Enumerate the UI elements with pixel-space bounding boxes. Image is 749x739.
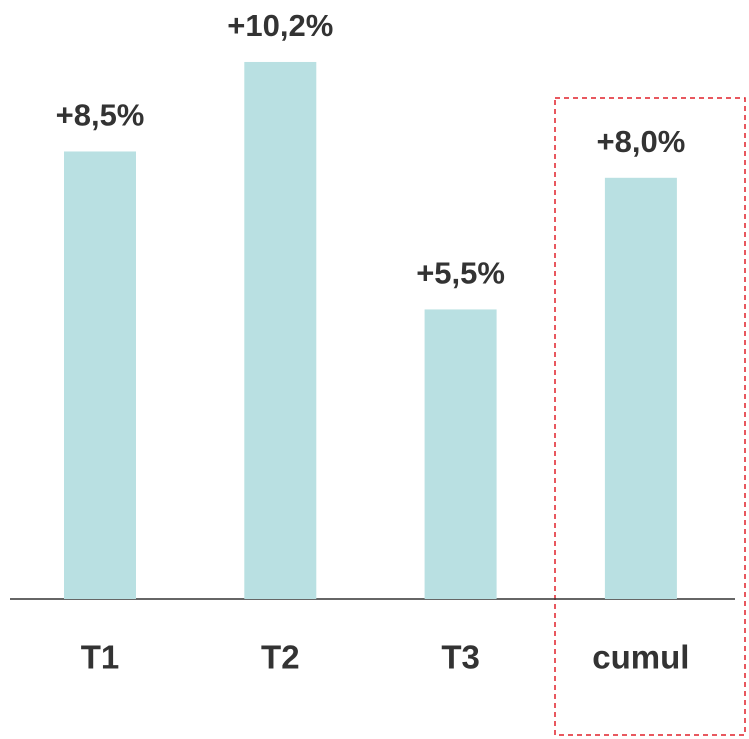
bar <box>604 177 677 600</box>
x-tick-label: cumul <box>592 639 689 676</box>
bar <box>244 61 317 600</box>
value-label: +10,2% <box>227 8 333 43</box>
x-tick-label: T1 <box>81 639 120 676</box>
bar <box>424 309 497 599</box>
value-label: +8,0% <box>597 124 686 159</box>
bar <box>64 151 136 599</box>
value-label: +8,5% <box>56 98 145 133</box>
x-tick-label: T2 <box>261 639 300 676</box>
value-label: +5,5% <box>416 256 505 291</box>
highlight-box <box>554 97 746 736</box>
x-tick-label: T3 <box>441 639 480 676</box>
